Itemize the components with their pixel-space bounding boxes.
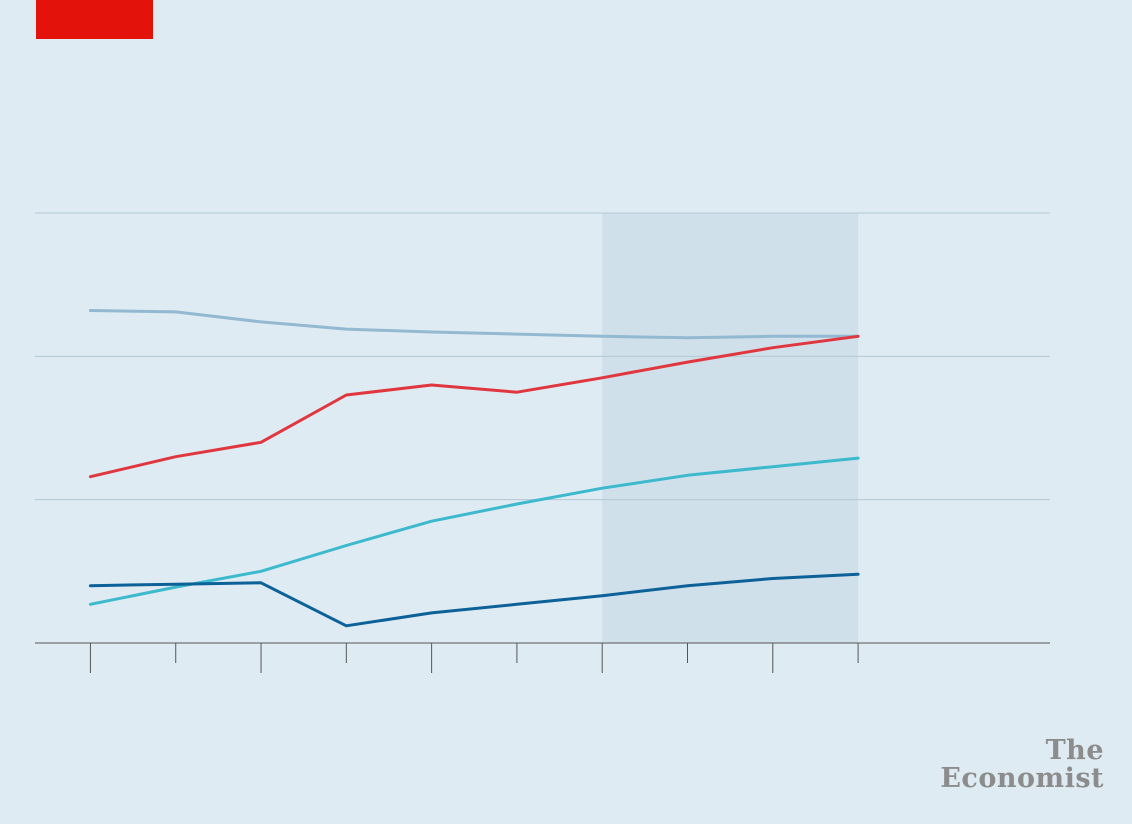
series-line-3 [88,456,860,606]
shaded-region [602,213,859,643]
series-line-1 [88,309,860,340]
logo-line-the: The [1045,735,1104,766]
economist-logo: The Economist [940,737,1104,793]
series-line-2 [88,334,860,479]
brand-red-tag [36,0,153,39]
series-line-4 [88,572,860,628]
logo-line-economist: Economist [940,763,1104,794]
